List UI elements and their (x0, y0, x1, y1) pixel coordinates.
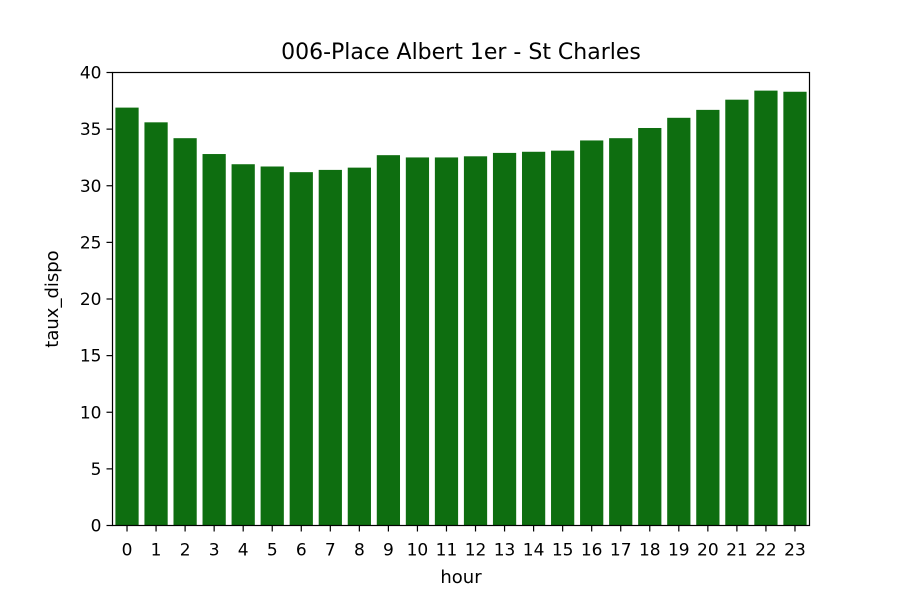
y-tick-label: 35 (80, 120, 102, 140)
x-tick-label: 6 (296, 541, 307, 561)
bar-hour-8 (347, 167, 371, 526)
bar-hour-11 (434, 157, 459, 526)
bar-hour-1 (144, 122, 168, 526)
bar-hour-6 (289, 172, 313, 526)
x-tick-label: 9 (383, 541, 394, 561)
bar-hour-15 (551, 150, 575, 526)
x-tick-label: 4 (238, 541, 249, 561)
x-tick-label: 20 (697, 541, 719, 561)
y-tick-label: 10 (80, 403, 102, 423)
y-tick-label: 20 (80, 290, 102, 310)
x-tick-label: 19 (668, 541, 690, 561)
x-tick-label: 15 (552, 541, 574, 561)
x-tick-label: 12 (465, 541, 487, 561)
bar-hour-13 (492, 152, 517, 526)
bar-hour-12 (463, 156, 488, 526)
bar-hour-14 (521, 151, 546, 526)
x-tick-label: 17 (610, 541, 632, 561)
x-tick-label: 0 (122, 541, 133, 561)
x-tick-label: 7 (325, 541, 336, 561)
x-tick-label: 1 (151, 541, 162, 561)
x-tick-label: 10 (407, 541, 429, 561)
x-tick-label: 23 (784, 541, 806, 561)
x-tick-label: 14 (523, 541, 545, 561)
y-axis-label: taux_dispo (42, 250, 63, 347)
bar-hour-4 (231, 164, 255, 526)
bar-hour-5 (260, 166, 284, 526)
x-tick-label: 16 (581, 541, 603, 561)
x-tick-label: 2 (180, 541, 191, 561)
x-axis-ticks: 0 1 2 3 4 5 6 7 8 9 10 11 12 13 14 15 16 17 18 19 20 21 22 23 (122, 525, 806, 561)
y-tick-label: 25 (80, 233, 102, 253)
y-tick-label: 40 (80, 64, 102, 84)
y-tick-label: 30 (80, 177, 102, 197)
bar-hour-3 (202, 154, 226, 526)
bar-hour-10 (405, 157, 430, 526)
y-tick-label: 15 (80, 347, 102, 367)
x-tick-label: 18 (639, 541, 661, 561)
y-axis-ticks: 0 5 10 15 20 25 30 35 40 (80, 64, 113, 537)
bar-hour-2 (173, 138, 197, 526)
x-tick-label: 13 (494, 541, 516, 561)
plot-frame (111, 71, 811, 527)
x-tick-label: 11 (436, 541, 458, 561)
x-tick-label: 5 (267, 541, 278, 561)
bars-group (115, 90, 807, 526)
bar-hour-21 (725, 99, 749, 526)
bar-hour-23 (783, 91, 807, 526)
x-tick-label: 3 (209, 541, 220, 561)
bar-hour-19 (667, 117, 691, 526)
x-axis-label: hour (440, 567, 482, 588)
bar-hour-0 (115, 107, 139, 526)
bar-hour-22 (754, 90, 778, 526)
bar-hour-16 (580, 140, 604, 526)
chart-title: 006-Place Albert 1er - St Charles (281, 40, 641, 65)
bar-hour-18 (638, 127, 662, 526)
bar-hour-7 (318, 169, 342, 526)
x-tick-label: 22 (755, 541, 777, 561)
bar-hour-9 (376, 155, 401, 526)
y-tick-label: 0 (91, 517, 102, 537)
x-tick-label: 21 (726, 541, 748, 561)
y-tick-label: 5 (91, 460, 102, 480)
bar-hour-17 (609, 138, 633, 526)
x-tick-label: 8 (354, 541, 365, 561)
bar-hour-20 (696, 109, 720, 526)
